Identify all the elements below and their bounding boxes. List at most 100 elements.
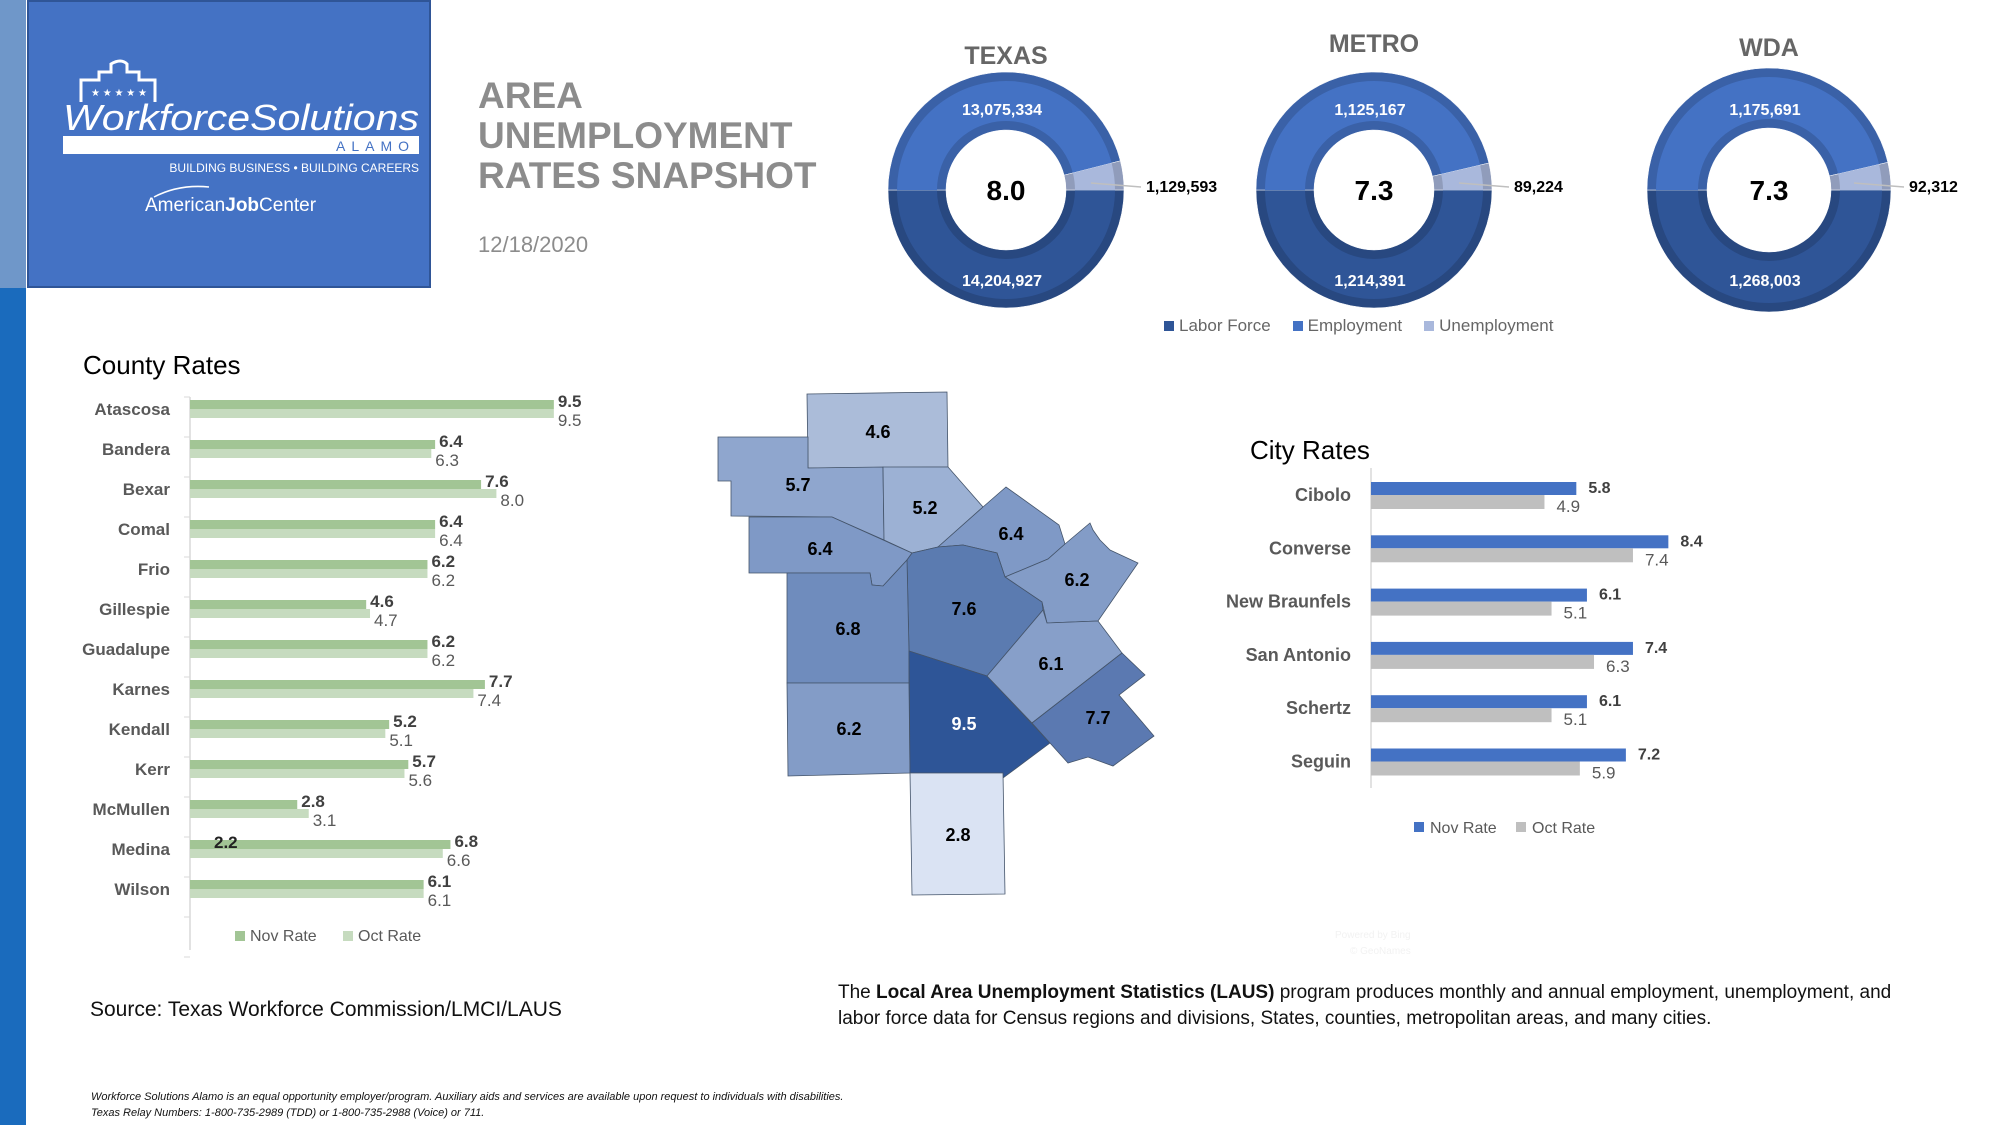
county-map-value: 4.6 — [865, 422, 890, 442]
oct-value-label: 8.0 — [500, 491, 524, 510]
employment-label: 13,075,334 — [962, 102, 1042, 119]
leader-line — [1853, 182, 1905, 188]
oct-value-label: 3.1 — [313, 811, 337, 830]
bar-nov-rate — [190, 760, 409, 769]
bar-nov-rate — [190, 640, 428, 649]
bar-oct-rate — [190, 449, 432, 458]
leader-line — [1090, 182, 1142, 188]
bar-nov-rate — [190, 680, 485, 689]
county-label: Bexar — [123, 480, 171, 499]
city-rates-title: City Rates — [1250, 435, 1370, 465]
bar-oct-rate — [190, 809, 309, 818]
bar-nov-rate — [190, 800, 298, 809]
employment-segment-inner — [897, 81, 1112, 190]
report-date: 12/18/2020 — [478, 232, 589, 257]
source-note: Source: Texas Workforce Commission/LMCI/… — [90, 998, 562, 1021]
county-label: Frio — [138, 560, 170, 579]
logo-brand: WorkforceSolutions — [63, 97, 419, 138]
county-label: Bandera — [102, 440, 171, 459]
labor-force-label: 14,204,927 — [962, 273, 1042, 290]
oct-value-label: 6.6 — [447, 851, 471, 870]
map-attribution-bing: Powered by Bing — [1335, 930, 1411, 941]
bar-nov-rate — [1371, 695, 1587, 709]
legend-label: Unemployment — [1439, 316, 1554, 335]
unemployment-label: 1,129,593 — [1146, 179, 1217, 196]
bar-nov-rate — [190, 480, 482, 489]
donut-center-rate: 8.0 — [987, 175, 1026, 206]
unemployment-segment-inner — [1838, 164, 1882, 190]
oct-value-label: 5.6 — [408, 771, 432, 790]
bar-nov-rate — [190, 720, 390, 729]
nov-value-label: 9.5 — [558, 392, 582, 411]
bar-oct-rate — [190, 849, 443, 858]
legend-nov-rate: Nov Rate — [250, 928, 317, 945]
ajc-logo: AmericanJobCenter — [145, 195, 317, 216]
nov-value-label: 6.2 — [431, 552, 455, 571]
donut-center-rate: 7.3 — [1355, 175, 1394, 206]
nov-value-label: 6.1 — [1599, 693, 1621, 710]
logo-tagline: BUILDING BUSINESS • BUILDING CAREERS — [169, 161, 419, 175]
nov-value-label: 7.7 — [489, 672, 513, 691]
eeo-statement: Workforce Solutions Alamo is an equal op… — [91, 1091, 844, 1103]
oct-value-label: 6.3 — [1606, 657, 1630, 676]
nov-value-label: 5.8 — [1588, 480, 1610, 497]
employment-segment-inner — [1265, 80, 1481, 190]
legend-label: Employment — [1307, 316, 1403, 335]
employment-label: 1,175,691 — [1729, 102, 1800, 119]
labor-force-label: 1,214,391 — [1334, 273, 1405, 290]
workforce-solutions-logo: ★ ★ ★ ★ ★ WorkforceSolutions ALAMO BUILD… — [27, 0, 431, 288]
donut-center-rate: 7.3 — [1750, 175, 1789, 206]
bar-oct-rate — [190, 729, 386, 738]
county-label: Atascosa — [94, 400, 170, 419]
nov-value-label: 7.6 — [485, 472, 509, 491]
oct-value-label: 7.4 — [1645, 550, 1669, 569]
oct-value-label: 5.9 — [1592, 764, 1616, 783]
bar-oct-rate — [190, 649, 428, 658]
bar-nov-rate — [190, 560, 428, 569]
county-map-value: 2.8 — [945, 825, 970, 845]
county-map-value: 6.2 — [836, 719, 861, 739]
county-map-value: 6.8 — [835, 619, 860, 639]
labor-force-segment-inner — [1656, 190, 1882, 303]
city-label: New Braunfels — [1226, 592, 1351, 612]
donut-title-metro: METRO — [1328, 30, 1420, 58]
donut-title-wda: WDA — [1739, 34, 1799, 62]
nov-value-label: 2.8 — [301, 792, 325, 811]
county-label: Medina — [111, 840, 170, 859]
labor-force-segment-inner — [1265, 190, 1483, 299]
legend-swatch — [1292, 321, 1303, 331]
bar-oct-rate — [190, 609, 371, 618]
nov-value-label: 6.1 — [428, 872, 452, 891]
bar-oct-rate — [1371, 708, 1552, 723]
legend-nov-rate: Nov Rate — [1430, 820, 1497, 837]
logo-sub: ALAMO — [336, 138, 415, 154]
legend-swatch-oct — [1516, 822, 1526, 832]
legend-swatch-nov — [235, 931, 245, 941]
county-map-value: 5.2 — [912, 498, 937, 518]
bar-oct-rate — [1371, 761, 1580, 776]
legend-swatch — [1164, 321, 1174, 331]
nov-value-label: 6.8 — [454, 832, 478, 851]
bar-oct-rate — [190, 489, 497, 498]
bar-nov-rate — [1371, 482, 1577, 495]
nov-value-label: 7.4 — [1645, 640, 1667, 657]
bar-nov-rate — [1371, 641, 1633, 655]
county-label: Wilson — [114, 880, 170, 899]
labor-force-segment-inner — [897, 190, 1115, 299]
city-label: San Antonio — [1246, 645, 1351, 665]
bar-oct-rate — [190, 889, 424, 898]
bar-oct-rate — [1371, 601, 1552, 616]
oct-value-label: 4.7 — [374, 611, 398, 630]
legend-oct-rate: Oct Rate — [358, 928, 421, 945]
city-label: Cibolo — [1295, 485, 1351, 505]
stray-value-label: 2.2 — [214, 833, 238, 852]
page-title-line-3: RATES SNAPSHOT — [478, 155, 817, 196]
unemployment-label: 89,224 — [1514, 179, 1563, 196]
bar-nov-rate — [190, 880, 424, 889]
bar-oct-rate — [1371, 654, 1595, 669]
nov-value-label: 6.4 — [439, 512, 463, 531]
employment-segment-inner — [1656, 77, 1880, 190]
alamo-logo-icon: ★ ★ ★ ★ ★ WorkforceSolutions ALAMO BUILD… — [63, 59, 419, 216]
county-map: 4.6 5.7 5.2 6.4 6.2 6.4 7.6 6.8 6.2 9.5 6.1 7.7 2.8 — [717, 391, 1155, 896]
